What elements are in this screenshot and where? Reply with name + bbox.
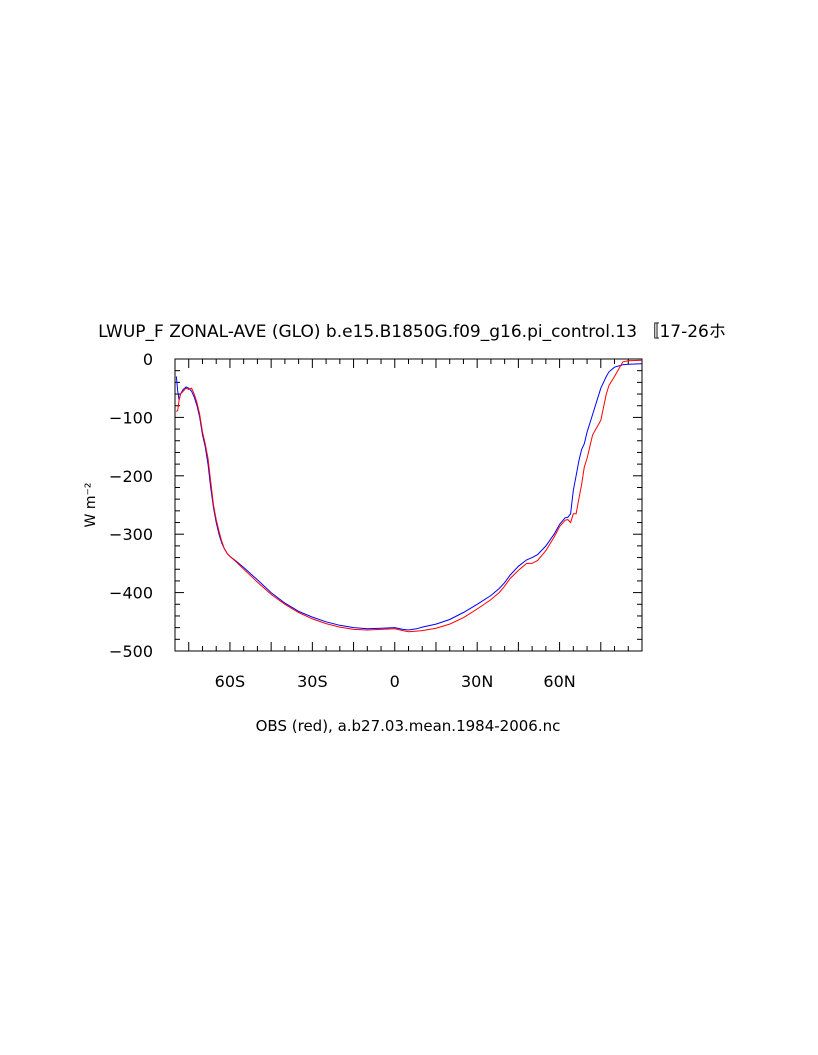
y-tick-label: 0 (143, 350, 153, 369)
y-axis-label: W m⁻² (83, 483, 99, 528)
axis-ticks: 60S 30S 0 30N 60N 0 −100 −200 −300 −400 −500 (109, 350, 643, 691)
y-tick-label: −500 (109, 642, 153, 661)
x-tick-label: 60S (215, 672, 246, 691)
x-axis-caption: OBS (red), a.b27.03.mean.1984-2006.nc (256, 717, 561, 735)
x-tick-label: 60N (543, 672, 575, 691)
y-tick-label: −200 (109, 467, 153, 486)
y-tick-label: −400 (109, 584, 153, 603)
y-tick-label: −300 (109, 525, 153, 544)
x-tick-label: 30S (297, 672, 328, 691)
series-line-0 (175, 363, 643, 631)
chart-title: LWUP_F ZONAL-AVE (GLO) b.e15.B1850G.f09_… (98, 322, 726, 342)
x-tick-label: 0 (390, 672, 400, 691)
plot-lines (175, 359, 643, 633)
y-tick-label: −100 (109, 408, 153, 427)
series-line-1 (176, 359, 643, 633)
x-tick-label: 30N (461, 672, 493, 691)
